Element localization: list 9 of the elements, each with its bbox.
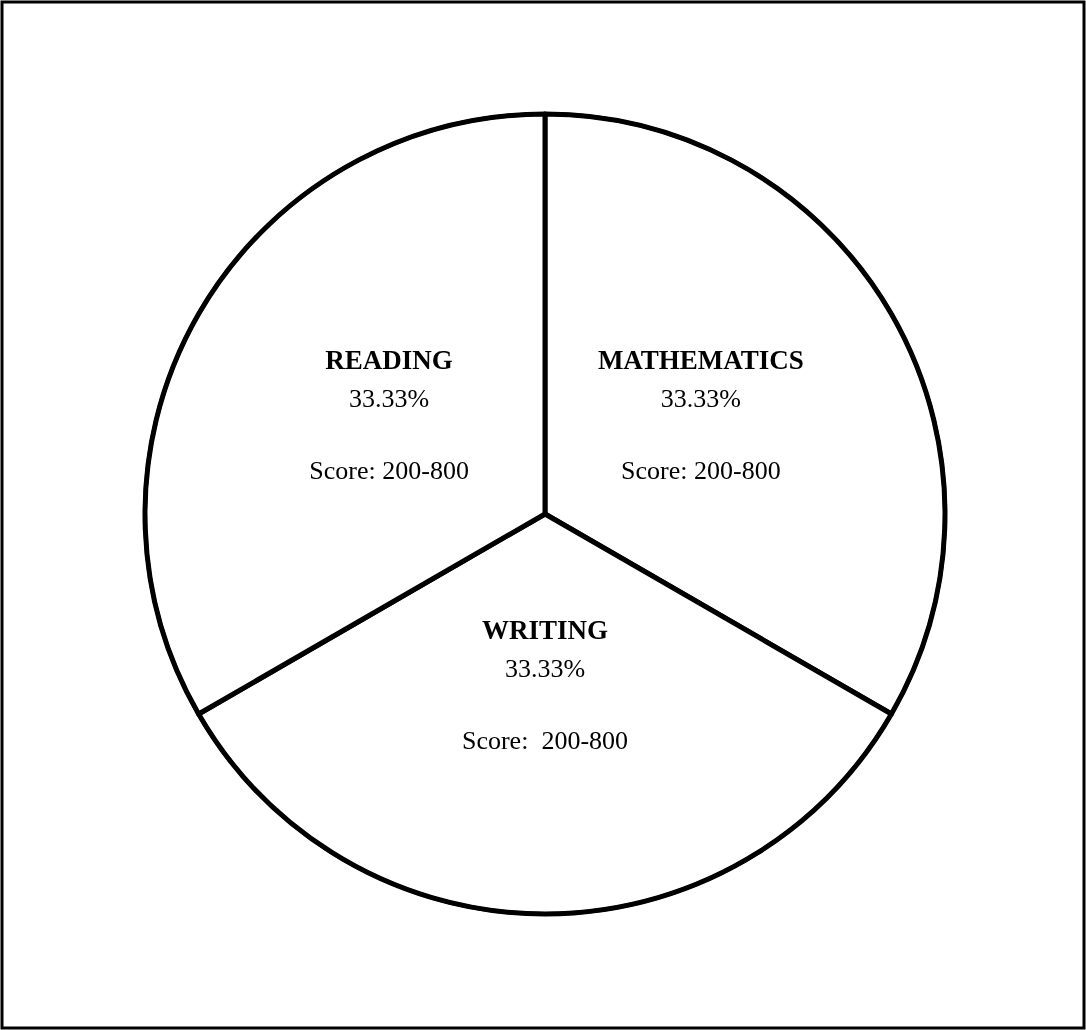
slice-label: WRITING bbox=[481, 615, 609, 645]
data-label: 33.33% bbox=[349, 384, 430, 413]
slice-label: MATHEMATICS bbox=[597, 345, 804, 375]
data-label: 33.33% bbox=[504, 654, 586, 683]
text: Score: 200-800 bbox=[309, 456, 469, 485]
text: Score: 200-800 bbox=[461, 726, 629, 755]
data-label: 33.33% bbox=[660, 384, 741, 413]
text: Score: 200-800 bbox=[621, 456, 781, 485]
slice-label: READING bbox=[325, 345, 453, 375]
